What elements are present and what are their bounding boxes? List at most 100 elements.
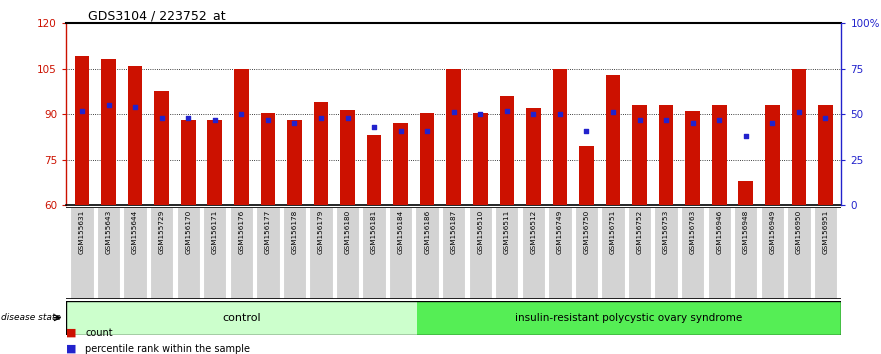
FancyBboxPatch shape	[309, 207, 333, 299]
Text: GDS3104 / 223752_at: GDS3104 / 223752_at	[88, 9, 226, 22]
Bar	[287, 120, 301, 205]
FancyBboxPatch shape	[70, 207, 93, 299]
FancyBboxPatch shape	[204, 207, 226, 299]
FancyBboxPatch shape	[548, 207, 572, 299]
FancyBboxPatch shape	[389, 207, 412, 299]
Point	[473, 111, 487, 117]
FancyBboxPatch shape	[495, 207, 519, 299]
Bar	[500, 96, 515, 205]
Point	[818, 115, 833, 121]
Text: ■: ■	[66, 328, 77, 338]
Bar	[366, 136, 381, 205]
Bar	[765, 105, 780, 205]
Point	[526, 111, 540, 117]
FancyBboxPatch shape	[760, 207, 784, 299]
Point	[659, 117, 673, 122]
FancyBboxPatch shape	[655, 207, 677, 299]
Bar	[791, 69, 806, 205]
Point	[739, 133, 753, 139]
Bar	[393, 123, 408, 205]
FancyBboxPatch shape	[442, 207, 465, 299]
Point	[154, 115, 168, 121]
Bar	[552, 69, 567, 205]
Text: GSM156948: GSM156948	[743, 210, 749, 254]
Point	[580, 128, 594, 133]
Bar	[234, 69, 248, 205]
Bar	[66, 301, 417, 335]
FancyBboxPatch shape	[734, 207, 758, 299]
Point	[500, 108, 514, 113]
Bar	[420, 113, 434, 205]
FancyBboxPatch shape	[416, 207, 439, 299]
Bar	[818, 105, 833, 205]
Point	[447, 109, 461, 115]
Bar	[417, 301, 841, 335]
Text: GSM156763: GSM156763	[690, 210, 696, 254]
Text: GSM156170: GSM156170	[185, 210, 191, 254]
Point	[420, 128, 434, 133]
Bar	[181, 120, 196, 205]
Text: GSM156750: GSM156750	[583, 210, 589, 254]
Bar	[633, 105, 647, 205]
Text: GSM156749: GSM156749	[557, 210, 563, 254]
FancyBboxPatch shape	[283, 207, 306, 299]
FancyBboxPatch shape	[256, 207, 279, 299]
FancyBboxPatch shape	[628, 207, 651, 299]
Point	[128, 104, 142, 110]
FancyBboxPatch shape	[681, 207, 704, 299]
Text: insulin-resistant polycystic ovary syndrome: insulin-resistant polycystic ovary syndr…	[515, 313, 743, 323]
Text: GSM155643: GSM155643	[106, 210, 112, 254]
Point	[340, 115, 354, 121]
Point	[394, 128, 408, 133]
Text: GSM156184: GSM156184	[397, 210, 403, 254]
Text: GSM156181: GSM156181	[371, 210, 377, 254]
Bar	[154, 91, 169, 205]
Point	[367, 124, 381, 130]
FancyBboxPatch shape	[150, 207, 174, 299]
Text: GSM155729: GSM155729	[159, 210, 165, 254]
FancyBboxPatch shape	[788, 207, 811, 299]
FancyBboxPatch shape	[574, 207, 598, 299]
FancyBboxPatch shape	[176, 207, 200, 299]
Point	[766, 120, 780, 126]
Text: GSM156177: GSM156177	[265, 210, 270, 254]
Bar	[340, 110, 355, 205]
Bar	[738, 181, 753, 205]
Point	[101, 102, 115, 108]
Bar	[261, 113, 275, 205]
Bar	[207, 120, 222, 205]
Bar	[75, 56, 89, 205]
Text: GSM156176: GSM156176	[238, 210, 244, 254]
Text: GSM156946: GSM156946	[716, 210, 722, 254]
Point	[261, 117, 275, 122]
Point	[75, 108, 89, 113]
Bar	[128, 65, 143, 205]
Bar	[685, 111, 700, 205]
Point	[287, 120, 301, 126]
Text: GSM156179: GSM156179	[318, 210, 324, 254]
Point	[792, 109, 806, 115]
FancyBboxPatch shape	[336, 207, 359, 299]
FancyBboxPatch shape	[602, 207, 625, 299]
FancyBboxPatch shape	[97, 207, 120, 299]
Text: GSM156510: GSM156510	[478, 210, 484, 254]
Text: percentile rank within the sample: percentile rank within the sample	[85, 344, 250, 354]
Bar	[606, 75, 620, 205]
Point	[606, 109, 620, 115]
FancyBboxPatch shape	[469, 207, 492, 299]
Text: GSM156178: GSM156178	[292, 210, 298, 254]
Text: GSM156171: GSM156171	[211, 210, 218, 254]
Text: GSM155631: GSM155631	[79, 210, 85, 254]
Text: GSM156752: GSM156752	[637, 210, 642, 254]
Text: GSM156180: GSM156180	[344, 210, 351, 254]
Point	[208, 117, 222, 122]
Text: disease state: disease state	[1, 313, 61, 322]
FancyBboxPatch shape	[123, 207, 147, 299]
Bar	[447, 69, 461, 205]
Text: GSM156512: GSM156512	[530, 210, 537, 254]
Bar	[712, 105, 727, 205]
Point	[234, 111, 248, 117]
Text: GSM156187: GSM156187	[451, 210, 456, 254]
Bar	[579, 146, 594, 205]
Bar	[659, 105, 673, 205]
